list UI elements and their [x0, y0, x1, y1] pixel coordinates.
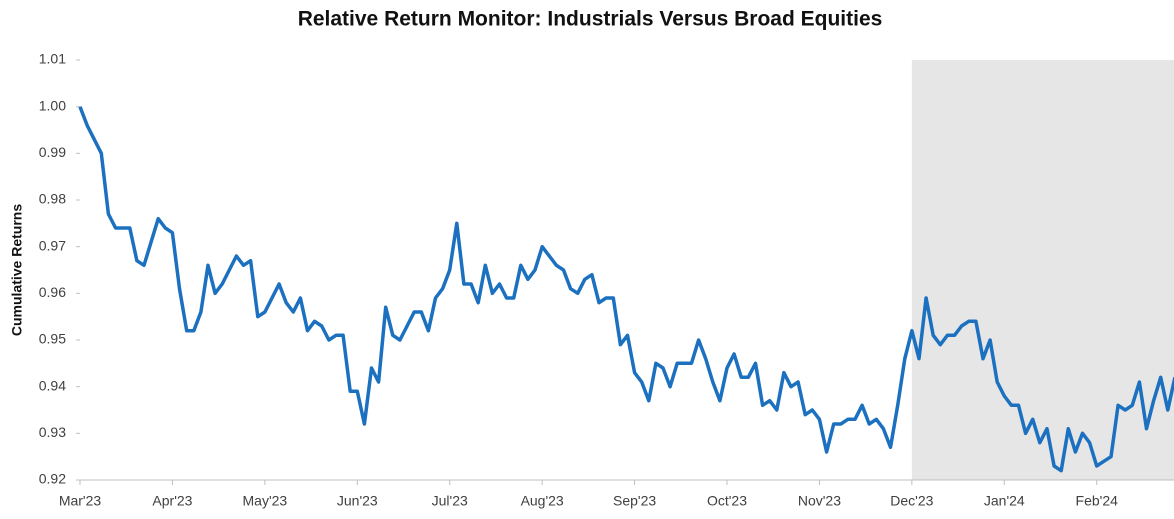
x-tick-label: Dec'23 [890, 493, 933, 509]
x-tick-label: May'23 [243, 493, 288, 509]
y-tick-label: 0.98 [39, 191, 66, 207]
x-tick-label: Aug'23 [521, 493, 564, 509]
y-tick-label: 0.99 [39, 144, 66, 160]
x-tick-label: Nov'23 [798, 493, 841, 509]
y-tick-label: 1.00 [39, 97, 66, 113]
x-tick-label: Jun'23 [337, 493, 378, 509]
x-tick-label: Mar'23 [59, 493, 102, 509]
y-tick-label: 0.94 [39, 377, 66, 393]
shaded-region [911, 60, 1174, 480]
y-tick-label: 0.97 [39, 237, 66, 253]
y-tick-label: 0.96 [39, 284, 66, 300]
y-axis-title: Cumulative Returns [9, 204, 25, 336]
line-series [78, 106, 1174, 473]
y-tick-label: 1.01 [39, 51, 66, 67]
x-tick-label: Feb'24 [1076, 493, 1119, 509]
y-tick-label: 0.93 [39, 424, 66, 440]
y-tick-label: 0.92 [39, 471, 66, 487]
x-tick-label: Oct'23 [707, 493, 747, 509]
x-tick-label: Apr'23 [152, 493, 192, 509]
chart-title: Relative Return Monitor: Industrials Ver… [298, 8, 883, 31]
x-tick-label: Sep'23 [613, 493, 656, 509]
x-tick-label: Jan'24 [984, 493, 1025, 509]
x-tick-label: Jul'23 [432, 493, 468, 509]
y-tick-label: 0.95 [39, 331, 66, 347]
